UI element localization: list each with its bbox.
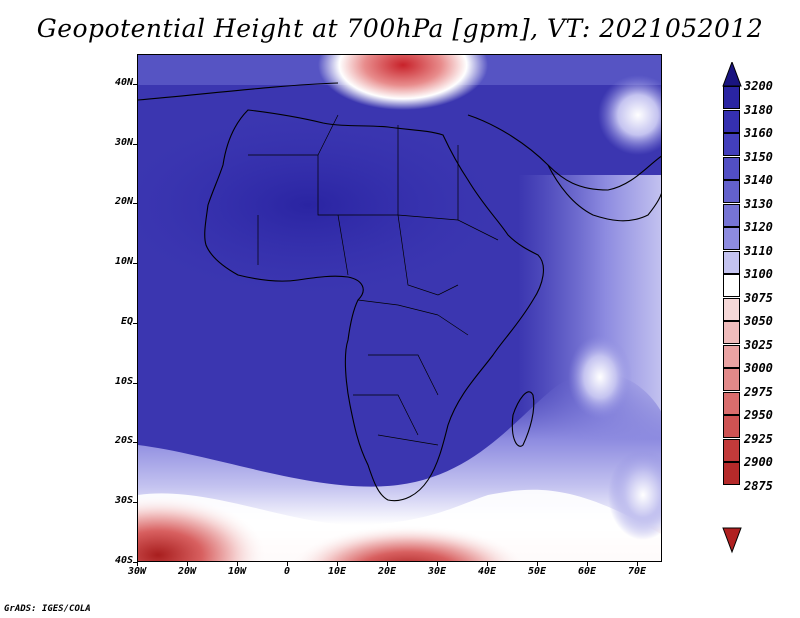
lon-label: 0 [283,566,291,577]
coastlines [138,82,661,502]
lon-tick [237,562,238,566]
lat-label: 40N [114,76,133,88]
south-low [290,525,526,561]
lat-label: 20N [114,196,133,208]
lon-label: 30E [427,566,447,577]
colorbar-top-arrow [722,62,742,87]
southwest-low [138,495,268,561]
lon-tick [537,562,538,566]
colorbar-swatch [723,109,740,133]
colorbar-label: 3120 [744,220,773,234]
lat-tick [133,382,137,384]
lon-label: 50E [527,566,547,577]
mediterranean-low [318,55,488,110]
colorbar-label: 2900 [744,455,773,469]
colorbar-swatch [723,133,740,156]
colorbar-label: 3160 [744,126,773,140]
lat-tick [133,143,137,145]
lon-tick [337,562,338,566]
map-title: Geopotential Height at 700hPa [gpm], VT:… [36,14,764,43]
lon-tick [137,562,138,566]
colorbar-label: 2950 [744,408,773,422]
colorbar-swatch [723,297,740,321]
lon-label: 10E [327,566,347,577]
lon-label: 20W [177,566,197,577]
lon-tick [437,562,438,566]
colorbar-swatch [723,415,740,438]
colorbar-swatch [723,368,740,391]
country-borders [248,114,499,446]
colorbar-swatch [723,274,740,297]
colorbar-swatch [723,227,740,250]
lon-tick [587,562,588,566]
colorbar-label: 3110 [744,243,773,258]
colorbar-label: 2875 [744,478,773,493]
colorbar-label: 3075 [744,290,773,305]
colorbar-legend: 3200 3180 3160 3150 3140 3130 3120 3110 3100 3075… [722,62,800,562]
lat-tick [133,322,137,324]
height-field-map [138,55,661,561]
colorbar-swatch [723,250,740,274]
lon-label: 60E [577,566,597,577]
colorbar-label: 3130 [744,196,773,211]
colorbar-swatch [723,321,740,344]
lon-tick [287,562,288,566]
colorbar-label: 3025 [744,337,773,352]
lat-tick [133,502,137,504]
lat-tick [133,83,137,85]
lat-label: 30N [114,136,133,148]
indian-ocean-light-area [568,335,632,419]
lon-tick [387,562,388,566]
colorbar-bottom-arrow [722,527,742,554]
colorbar-label: 3200 [744,79,773,93]
lon-tick [637,562,638,566]
colorbar-label: 3000 [744,361,773,375]
colorbar-swatch [723,344,740,368]
colorbar-swatch [723,391,740,415]
lat-label: 20S [114,435,133,447]
lat-label: EQ [120,315,133,327]
colorbar-label: 2975 [744,384,773,399]
lon-tick [187,562,188,566]
colorbar-label: 3140 [744,173,773,187]
lat-label: 10S [114,375,133,387]
lat-label: 30S [114,495,133,507]
colorbar-label: 3050 [744,314,773,328]
lon-tick [487,562,488,566]
lat-tick [133,203,137,205]
lon-label: 40E [477,566,497,577]
colorbar-swatch [723,86,740,109]
colorbar-swatch [723,438,740,462]
lat-label: 40S [114,555,133,566]
lat-tick [133,562,137,563]
map-panel [137,54,662,562]
colorbar-label: 3150 [744,149,773,164]
lon-label: 30W [127,566,147,577]
lon-label: 10W [227,566,247,577]
colorbar-swatch [723,203,740,227]
colorbar-label: 3180 [744,102,773,117]
colorbar-label: 2925 [744,431,773,446]
grads-credit: GrADS: IGES/COLA [4,604,91,614]
lon-label: 20E [377,566,397,577]
colorbar-swatch [723,462,740,485]
lon-label: 70E [627,566,647,577]
lat-tick [133,263,137,265]
colorbar-swatch [723,156,740,180]
colorbar-swatch [723,180,740,203]
lat-label: 10N [114,256,133,268]
lat-tick [133,442,137,444]
colorbar-label: 3100 [744,267,773,281]
